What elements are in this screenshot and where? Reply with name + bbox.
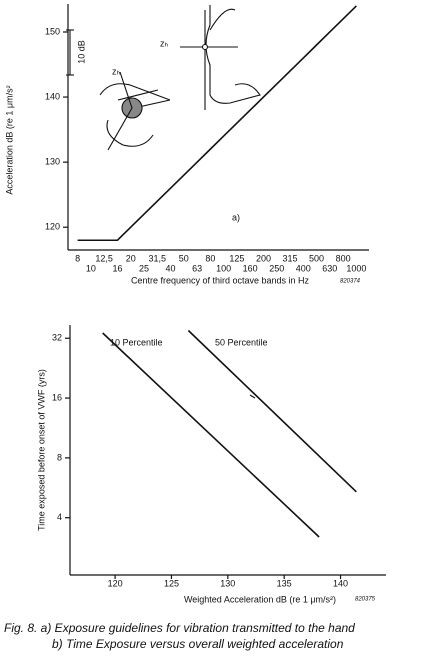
data-line — [77, 5, 357, 242]
x-tick-label: 20 — [126, 253, 136, 263]
x-tick-label: 250 — [269, 263, 284, 273]
x-tick-label: 80 — [205, 253, 215, 263]
x-tick-label: 500 — [309, 253, 324, 263]
hand-sketch — [66, 5, 261, 399]
y-tick-label: 120 — [45, 222, 60, 232]
x-tick-label: 120 — [108, 578, 123, 588]
x-tick-label: 160 — [243, 263, 258, 273]
data-line — [102, 332, 320, 538]
data-line — [187, 329, 357, 493]
axis-symbol: zₕ — [112, 66, 121, 76]
x-tick-label: 16 — [112, 263, 122, 273]
panel-label: a) — [232, 212, 240, 222]
scale-label: 10 dB — [76, 40, 86, 64]
x-tick-label: 130 — [220, 578, 235, 588]
x-tick-label: 8 — [75, 253, 80, 263]
figure-code: 820375 — [355, 597, 376, 603]
y-tick-label: 32 — [52, 333, 62, 343]
x-axis-title: Weighted Acceleration dB (re 1 μm/s²) — [184, 594, 336, 604]
x-tick-label: 140 — [333, 578, 348, 588]
x-tick-label: 125 — [229, 253, 244, 263]
y-tick-label: 16 — [52, 392, 62, 402]
caption: Fig. 8. a) Exposure guidelines for vibra… — [4, 621, 355, 635]
x-tick-label: 200 — [256, 253, 271, 263]
y-tick-label: 8 — [57, 452, 62, 462]
figure-code: 820374 — [340, 279, 361, 285]
y-axis-title: Time exposed before onset of VWF (yrs) — [36, 369, 46, 531]
x-tick-label: 12,5 — [95, 253, 113, 263]
y-axis-title: Acceleration dB (re 1 μm/s² — [4, 85, 14, 194]
x-tick-label: 40 — [166, 263, 176, 273]
y-tick-label: 150 — [45, 26, 60, 36]
series-label: 50 Percentile — [215, 337, 268, 347]
x-tick-label: 135 — [277, 578, 292, 588]
x-tick-label: 50 — [179, 253, 189, 263]
x-tick-label: 100 — [216, 263, 231, 273]
x-tick-label: 315 — [282, 253, 297, 263]
caption: b) Time Exposure versus overall weighted… — [52, 637, 344, 651]
x-tick-label: 800 — [336, 253, 351, 263]
y-tick-label: 130 — [45, 157, 60, 167]
x-tick-label: 31,5 — [149, 253, 167, 263]
x-tick-label: 125 — [164, 578, 179, 588]
x-tick-label: 63 — [192, 263, 202, 273]
x-tick-label: 630 — [322, 263, 337, 273]
y-tick-label: 4 — [57, 512, 62, 522]
series-label: 10 Percentile — [110, 337, 163, 347]
x-tick-label: 1000 — [346, 263, 366, 273]
axis-symbol: zₕ — [160, 38, 169, 48]
x-tick-label: 10 — [86, 263, 96, 273]
y-tick-label: 140 — [45, 91, 60, 101]
x-axis-title: Centre frequency of third octave bands i… — [131, 275, 310, 285]
x-tick-label: 400 — [296, 263, 311, 273]
x-tick-label: 25 — [139, 263, 149, 273]
